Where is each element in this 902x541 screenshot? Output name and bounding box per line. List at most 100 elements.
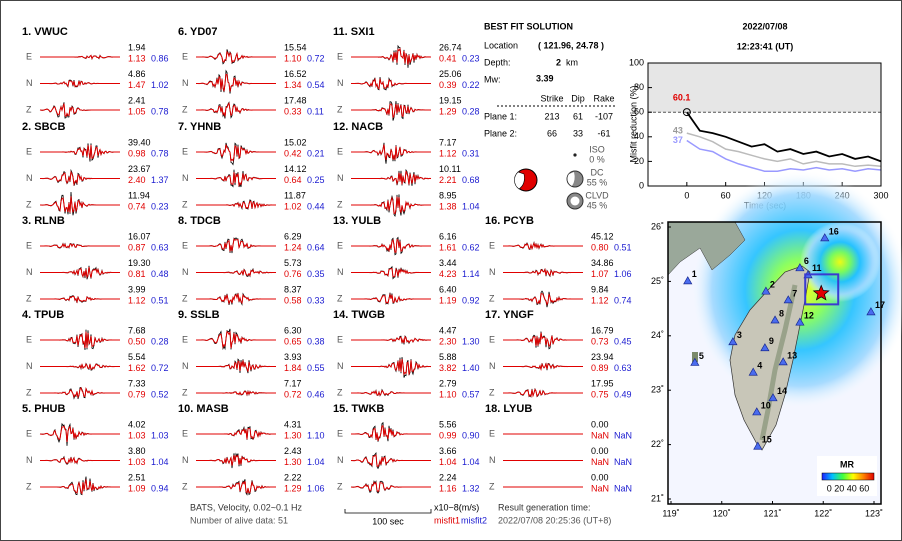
component: N [182,78,189,88]
misfit2: 1.06 [307,483,325,493]
waveform-synthetic [196,330,276,349]
waveform-synthetic [40,54,120,60]
misfit2: 0.28 [151,336,169,346]
component: E [182,428,188,438]
colorbar [821,472,875,481]
station-number: 13 [787,350,797,360]
misfit1: 0.76 [284,269,302,279]
amplitude: 6.30 [284,325,302,335]
misfit2: 0.62 [462,242,480,252]
y-axis-label: Misfit reduction (%) [628,85,638,162]
column-header: Strike [540,93,563,103]
map-frame [667,221,882,505]
scale-label: 100 sec [372,516,404,526]
misfit1: 1.10 [439,389,457,399]
lat-label: 23˚ [651,385,664,395]
station-name: 13. YULB [333,215,381,227]
station-number: 3 [737,330,742,340]
amplitude: 7.17 [439,137,457,147]
misfit1: 1.84 [284,363,302,373]
amplitude: 7.33 [128,378,146,388]
component: Z [182,481,188,491]
station-marker [770,315,780,324]
amplitude: 4.86 [128,69,146,79]
station-marker [760,343,770,352]
misfit2: 0.78 [151,106,169,116]
component: E [26,334,32,344]
misfit2: 0.52 [151,389,169,399]
misfit1: 1.07 [591,269,609,279]
depth-label: Depth: [484,57,511,67]
amplitude: 45.12 [591,231,614,241]
station-marker [690,357,700,366]
misfit2: 0.74 [614,295,632,305]
alive: Number of alive data: 51 [190,515,288,525]
misfit2: 0.38 [307,336,325,346]
misfit1: 0.65 [284,336,302,346]
series-line [686,139,882,172]
waveform-synthetic [39,103,120,118]
misfit2: 0.54 [307,80,325,90]
amplitude: 16.07 [128,231,151,241]
waveform-synthetic [503,362,583,372]
component: N [489,361,496,371]
misfit2: 0.86 [151,53,169,63]
amplitude: 26.74 [439,42,462,52]
waveform-synthetic [40,242,120,249]
annotation: 37 [673,135,683,145]
misfit2: NaN [614,483,632,493]
misfit1: 0.50 [128,336,146,346]
misfit2: 0.51 [151,295,169,305]
station-number: 2 [770,280,775,290]
misfit2: 0.78 [151,148,169,158]
misfit2: 0.46 [307,389,325,399]
amplitude: 5.88 [439,352,457,362]
amplitude: 14.12 [284,164,307,174]
misfit1: 0.98 [128,148,146,158]
component: Z [26,387,32,397]
misfit1: 0.58 [284,295,302,305]
amplitude: 23.94 [591,352,614,362]
misfit1: 3.82 [439,363,457,373]
y-tick-label: 40 [634,131,644,141]
amplitude: 0.00 [591,419,609,429]
component: N [26,173,33,183]
waveform-synthetic [503,267,583,277]
units: x10−8(m/s) [434,502,479,512]
lon-label: 120˚ [713,508,731,518]
amplitude: 19.15 [439,95,462,105]
station-marker [753,441,763,450]
amplitude: 4.47 [439,325,457,335]
iso-label: ISO [589,144,605,154]
misfit2: 1.06 [614,269,632,279]
misfit1: 1.47 [128,80,146,90]
amplitude: 0.00 [591,446,609,456]
misfit1: 0.73 [591,336,609,346]
misfit2: 0.25 [307,175,325,185]
waveform-synthetic [351,196,431,215]
component: E [337,334,343,344]
station-marker [866,307,876,316]
component: Z [489,387,495,397]
misfit1: 0.89 [591,363,609,373]
misfit1: 1.62 [128,363,146,373]
waveform-synthetic [196,268,276,277]
waveform-synthetic [351,170,432,186]
amplitude: 11.94 [128,190,150,200]
waveform-synthetic [503,332,583,347]
station-name: 8. TDCB [178,215,221,227]
amplitude: 1.94 [128,42,146,52]
amplitude: 2.22 [284,472,302,482]
station-name: 18. LYUB [485,403,532,415]
amplitude: 6.40 [439,284,457,294]
misfit1: 2.40 [128,175,146,185]
x-tick-label: 60 [721,190,731,200]
misfit2: 0.21 [307,148,325,158]
waveform-synthetic [39,425,120,443]
lon-label: 123˚ [865,508,883,518]
misfit2: 1.04 [462,201,480,211]
component: E [337,428,343,438]
amplitude: 17.95 [591,378,614,388]
component: N [182,455,189,465]
